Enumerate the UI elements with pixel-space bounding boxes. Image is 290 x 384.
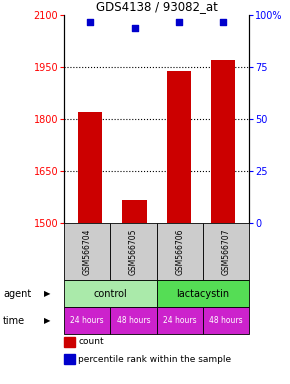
Text: count: count	[78, 337, 104, 346]
Text: ▶: ▶	[44, 316, 51, 325]
Text: 48 hours: 48 hours	[117, 316, 150, 325]
Bar	[78, 112, 102, 223]
Bar	[211, 60, 235, 223]
Text: GSM566707: GSM566707	[222, 228, 231, 275]
Point	[221, 18, 225, 25]
Text: control: control	[93, 289, 127, 299]
Text: 48 hours: 48 hours	[209, 316, 243, 325]
Text: time: time	[3, 316, 25, 326]
Text: ▶: ▶	[44, 289, 51, 298]
Bar	[166, 71, 191, 223]
Text: agent: agent	[3, 289, 31, 299]
Text: lactacystin: lactacystin	[176, 289, 230, 299]
Text: GSM566705: GSM566705	[129, 228, 138, 275]
Text: percentile rank within the sample: percentile rank within the sample	[78, 354, 231, 364]
Point	[88, 18, 93, 25]
Text: GSM566706: GSM566706	[175, 228, 184, 275]
Text: 24 hours: 24 hours	[163, 316, 197, 325]
Point	[176, 18, 181, 25]
Point	[132, 25, 137, 31]
Text: GSM566704: GSM566704	[82, 228, 92, 275]
Bar	[122, 200, 147, 223]
Title: GDS4138 / 93082_at: GDS4138 / 93082_at	[96, 0, 218, 13]
Text: 24 hours: 24 hours	[70, 316, 104, 325]
